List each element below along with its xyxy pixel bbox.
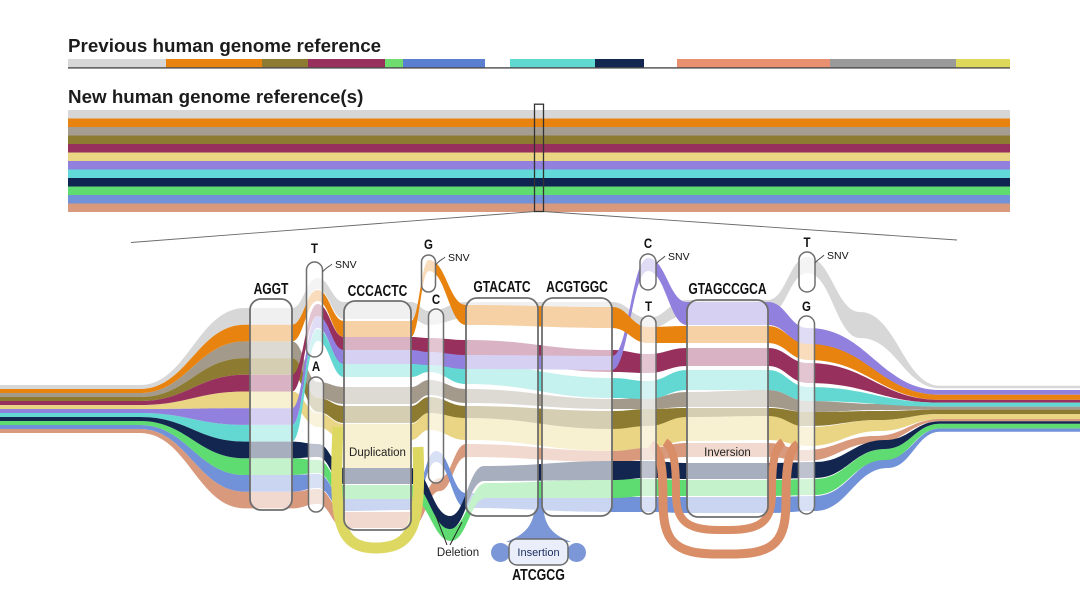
svg-text:A: A [312, 359, 320, 374]
svg-text:Previous human genome referenc: Previous human genome reference [68, 35, 381, 56]
svg-text:GTAGCCGCA: GTAGCCGCA [688, 280, 766, 298]
svg-text:Duplication: Duplication [349, 447, 406, 459]
svg-text:G: G [424, 237, 433, 252]
svg-text:SNV: SNV [335, 259, 357, 271]
svg-text:Insertion: Insertion [517, 547, 559, 559]
svg-text:C: C [432, 292, 440, 307]
svg-text:Inversion: Inversion [704, 447, 751, 459]
svg-text:New human genome reference(s): New human genome reference(s) [68, 86, 363, 107]
svg-text:T: T [311, 241, 318, 256]
svg-text:AGGT: AGGT [254, 280, 289, 298]
svg-text:ACGTGGC: ACGTGGC [546, 278, 608, 296]
svg-text:SNV: SNV [448, 252, 470, 264]
svg-text:SNV: SNV [668, 251, 690, 263]
svg-text:T: T [803, 235, 810, 250]
svg-text:G: G [802, 299, 811, 314]
svg-text:C: C [644, 236, 652, 251]
svg-text:GTACATC: GTACATC [473, 278, 530, 296]
svg-text:CCCACTC: CCCACTC [348, 282, 408, 300]
svg-text:ATCGCG: ATCGCG [512, 566, 565, 584]
svg-text:T: T [645, 299, 652, 314]
svg-text:Deletion: Deletion [437, 547, 479, 559]
svg-text:SNV: SNV [827, 250, 849, 262]
